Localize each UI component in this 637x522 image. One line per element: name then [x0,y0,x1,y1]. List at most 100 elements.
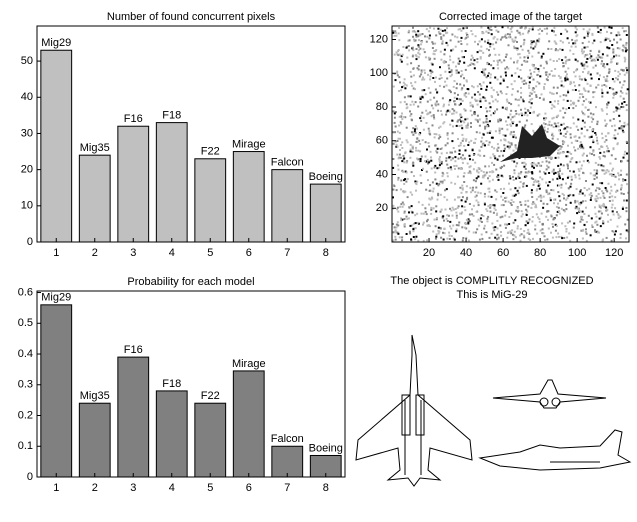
noise-pixel [512,40,514,42]
noise-pixel [446,164,448,166]
noise-pixel [410,150,412,152]
noise-pixel [600,29,602,31]
noise-pixel [554,106,556,108]
noise-pixel [498,54,500,56]
noise-pixel [589,126,591,128]
noise-pixel [575,27,577,29]
bar [118,357,149,477]
noise-pixel [412,30,414,32]
noise-pixel [590,85,592,87]
noise-pixel [422,224,424,226]
noise-pixel [531,40,533,42]
noise-pixel [545,157,547,159]
noise-pixel [477,192,479,194]
noise-pixel [613,134,615,136]
noise-pixel [619,108,621,110]
noise-pixel [530,73,532,75]
noise-pixel [539,165,541,167]
noise-pixel [434,172,436,174]
noise-pixel [537,216,539,218]
noise-pixel [449,99,451,101]
noise-pixel [597,84,599,86]
noise-pixel [528,85,530,87]
noise-pixel [568,232,570,234]
noise-pixel [432,64,434,66]
noise-pixel [516,41,518,43]
noise-pixel [427,74,429,76]
noise-pixel [485,100,487,102]
noise-pixel [557,100,559,102]
noise-pixel [615,55,617,57]
noise-pixel [486,140,488,142]
noise-pixel [432,47,434,49]
noise-pixel [626,109,628,111]
noise-pixel [572,42,574,44]
noise-pixel [396,189,398,191]
noise-pixel [485,107,487,109]
noise-pixel [519,201,521,203]
noise-pixel [395,32,397,34]
noise-pixel [503,204,505,206]
noise-pixel [481,238,483,240]
noise-pixel [591,129,593,131]
noise-pixel [474,59,476,61]
noise-pixel [471,208,473,210]
bar-label: Falcon [271,433,304,445]
noise-pixel [446,32,448,34]
noise-pixel [417,30,419,32]
noise-pixel [412,47,414,49]
noise-pixel [508,44,510,46]
noise-pixel [603,84,605,86]
noise-pixel [464,227,466,229]
noise-pixel [528,238,530,240]
noise-pixel [456,165,458,167]
noise-pixel [425,110,427,112]
noise-pixel [439,78,441,80]
noise-pixel [508,183,510,185]
noise-pixel [444,29,446,31]
noise-pixel [484,203,486,205]
noise-pixel [477,154,479,156]
noise-pixel [501,92,503,94]
noise-pixel [454,151,456,153]
noise-pixel [609,163,611,165]
noise-pixel [423,79,425,81]
noise-pixel [398,177,400,179]
noise-pixel [398,125,400,127]
noise-pixel [563,197,565,199]
noise-pixel [575,89,577,91]
noise-pixel [406,162,408,164]
noise-pixel [457,94,459,96]
noise-pixel [413,236,415,238]
noise-pixel [501,128,503,130]
noise-pixel [538,196,540,198]
noise-pixel [554,75,556,77]
noise-pixel [513,179,515,181]
noise-pixel [585,231,587,233]
noise-pixel [463,77,465,79]
noise-pixel [588,215,590,217]
noise-pixel [593,174,595,176]
y-tick-label: 40 [376,168,388,180]
noise-pixel [456,112,458,114]
noise-pixel [487,39,489,41]
noise-pixel [462,237,464,239]
noise-pixel [435,103,437,105]
noise-pixel [596,187,598,189]
noise-pixel [514,80,516,82]
noise-pixel [526,220,528,222]
noise-pixel [624,80,626,82]
noise-pixel [410,62,412,64]
noise-pixel [426,122,428,124]
noise-pixel [436,233,438,235]
noise-pixel [473,179,475,181]
noise-pixel [549,101,551,103]
noise-pixel [414,214,416,216]
noise-pixel [535,44,537,46]
noise-pixel [596,173,598,175]
noise-pixel [546,238,548,240]
noise-pixel [410,113,412,115]
noise-pixel [522,49,524,51]
noise-pixel [409,39,411,41]
noise-pixel [440,36,442,38]
